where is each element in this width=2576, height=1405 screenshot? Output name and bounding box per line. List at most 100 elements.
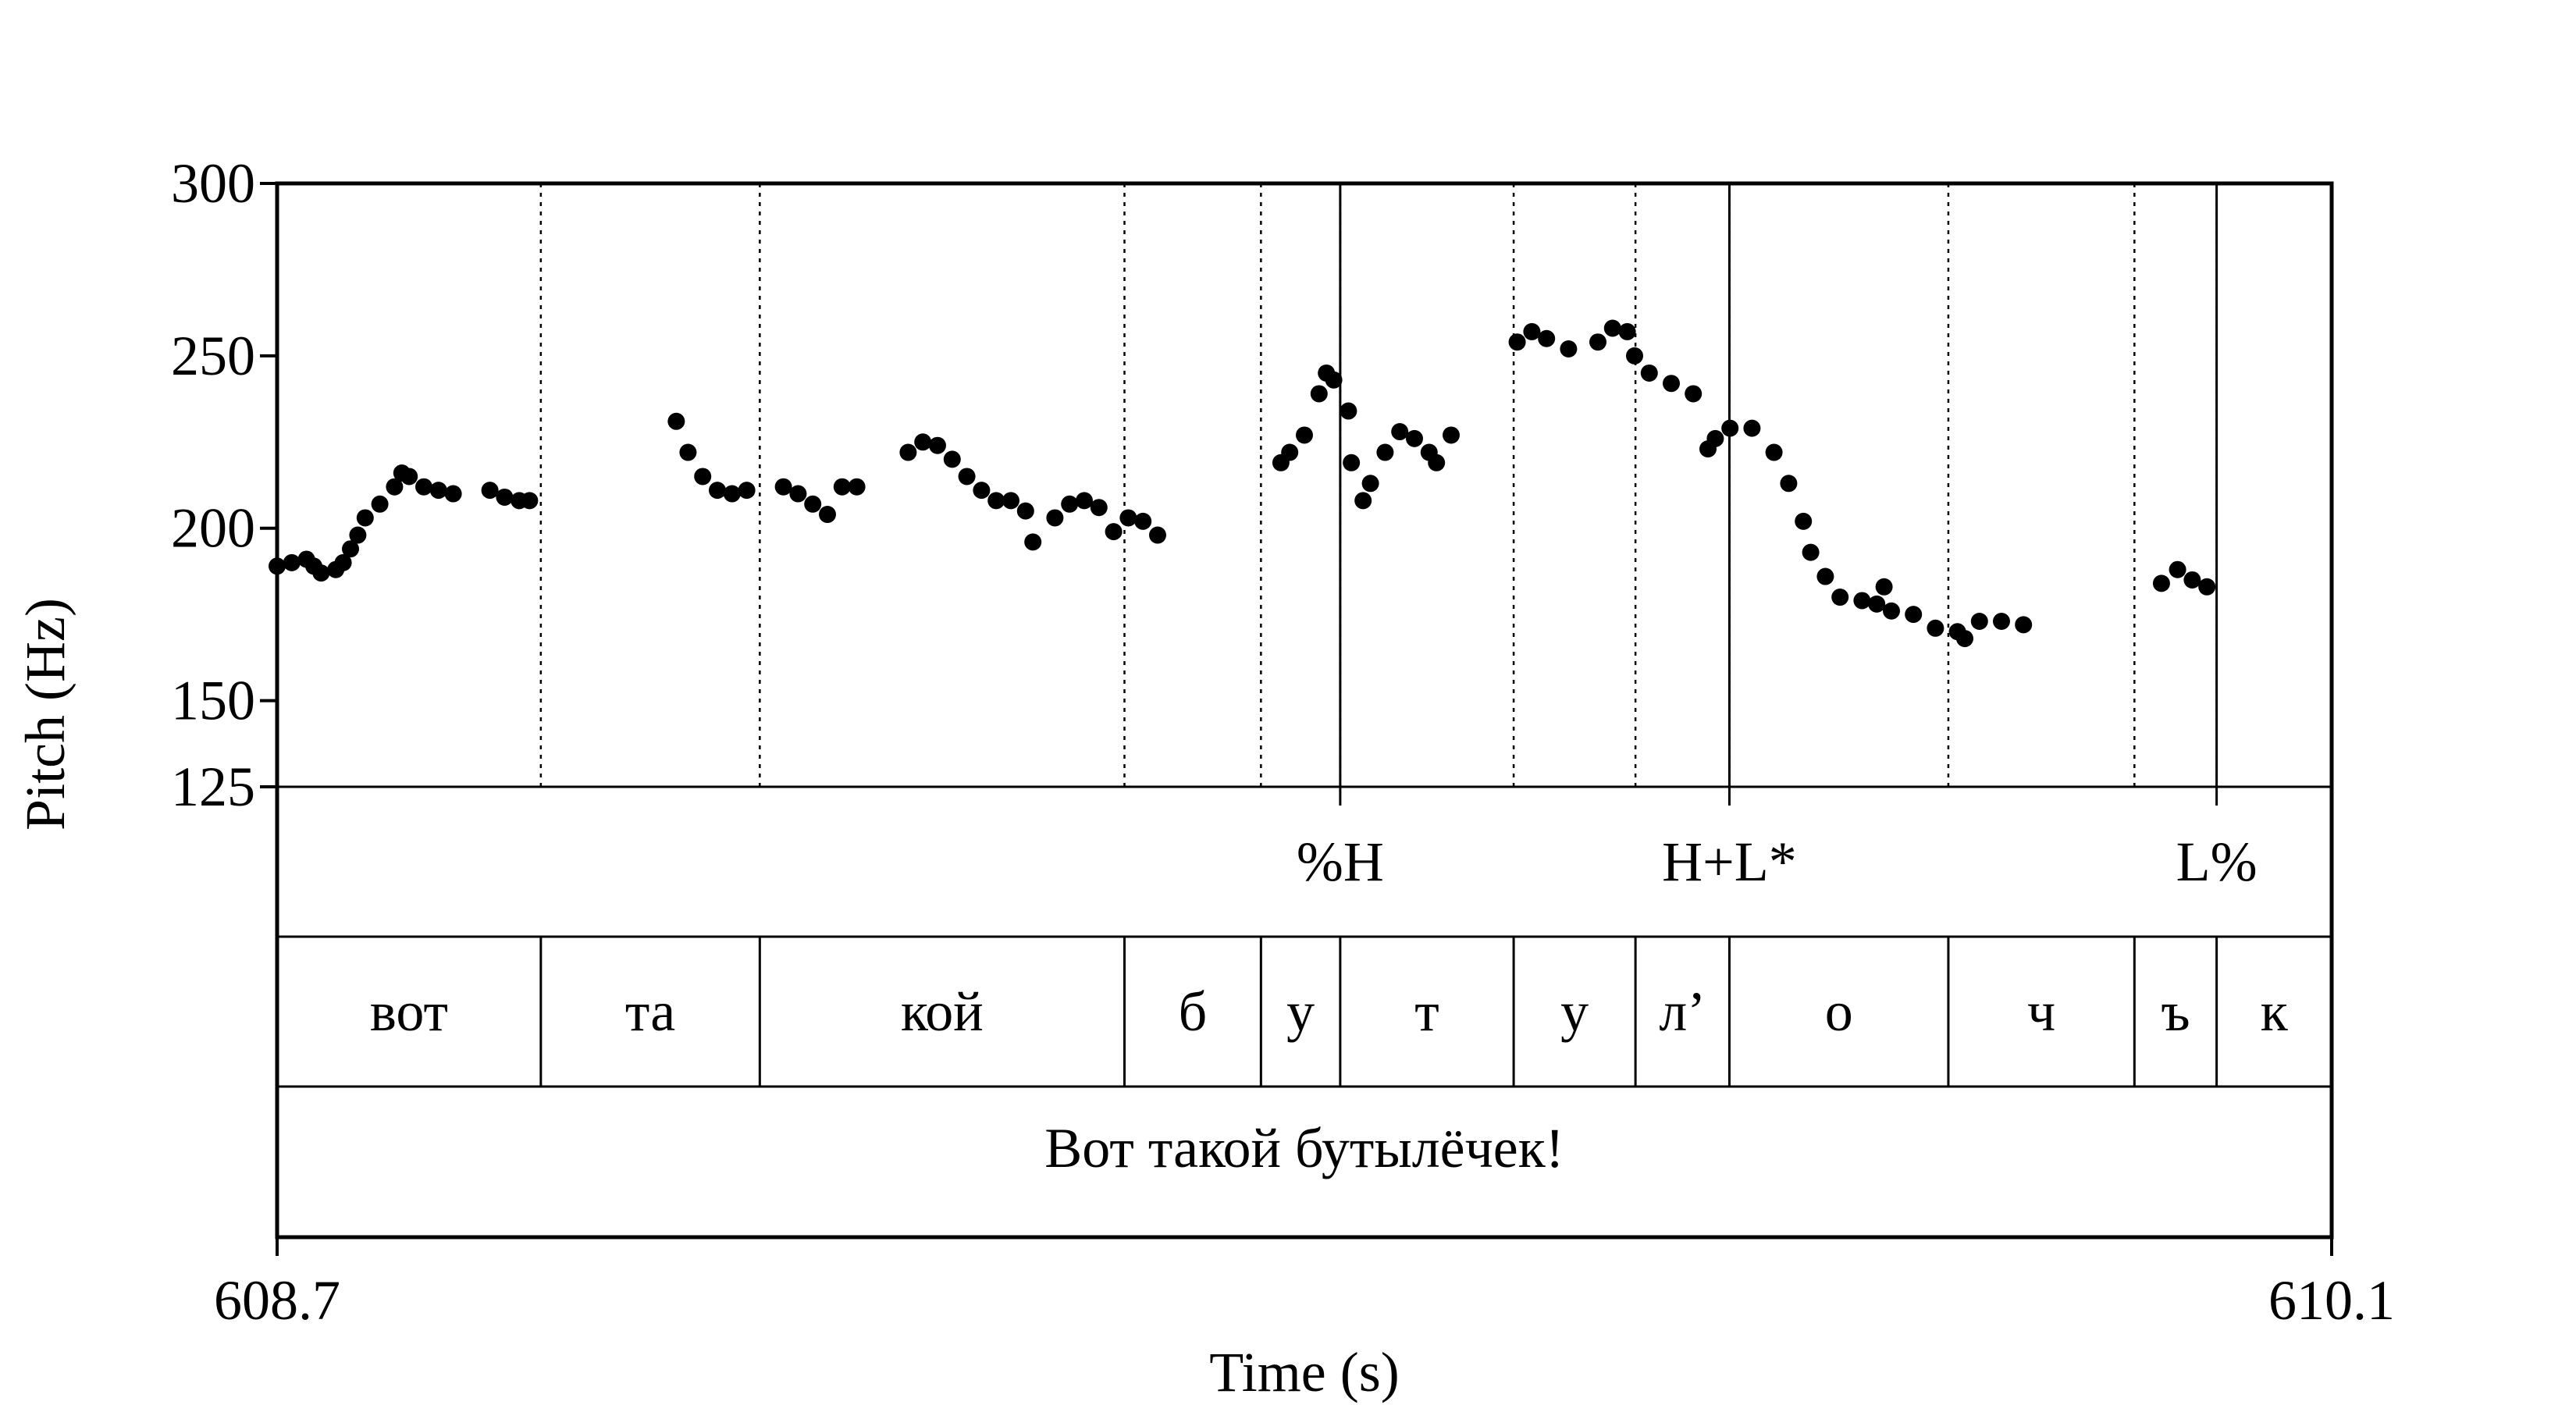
segment-label: у <box>1286 980 1315 1043</box>
pitch-point <box>342 540 359 558</box>
plot-frames <box>275 181 2334 1240</box>
pitch-point <box>386 478 404 496</box>
pitch-point <box>1119 509 1137 527</box>
segment-label: л’ <box>1659 980 1706 1043</box>
segment-label: о <box>1825 980 1853 1043</box>
pitch-point <box>1340 402 1357 420</box>
pitch-point <box>914 433 932 451</box>
utterance-text: Вот такой бутылёчек! <box>1044 1117 1564 1179</box>
pitch-point <box>283 553 301 571</box>
y-axis-label: Pitch (Hz) <box>14 598 76 831</box>
pitch-point <box>899 443 917 461</box>
pitch-point <box>1640 364 1658 382</box>
pitch-point <box>496 488 514 506</box>
pitch-point <box>334 553 352 571</box>
tone-label: %H <box>1297 831 1384 893</box>
segment-label: т <box>1414 980 1439 1043</box>
pitch-point <box>1376 443 1394 461</box>
pitch-point <box>1560 340 1578 358</box>
pitch-point <box>1296 426 1313 444</box>
pitch-point <box>1002 492 1019 510</box>
pitch-point <box>2015 616 2033 634</box>
pitch-point <box>400 468 418 486</box>
pitch-point <box>1105 523 1123 541</box>
x-axis-label: Time (s) <box>1209 1341 1399 1403</box>
pitch-point <box>1310 385 1328 403</box>
pitch-point <box>958 468 976 486</box>
segment-tier: вот та кой б у т у л’ о ч ъ к <box>370 980 2289 1043</box>
pitch-point <box>943 450 961 468</box>
y-tick-label: 250 <box>171 325 255 387</box>
segment-label: та <box>625 980 675 1043</box>
pitch-point <box>1090 499 1108 517</box>
pitch-point <box>429 482 447 500</box>
pitch-point <box>1016 502 1034 520</box>
pitch-point <box>1927 619 1944 637</box>
pitch-point <box>1443 426 1460 444</box>
pitch-point <box>1618 322 1636 340</box>
segment-label: к <box>2261 980 2289 1043</box>
pitch-point <box>738 482 756 500</box>
pitch-point <box>312 564 330 582</box>
pitch-point <box>789 485 807 503</box>
pitch-point <box>1831 589 1849 606</box>
pitch-point <box>481 482 499 500</box>
pitch-point <box>415 478 432 496</box>
pitch-point <box>2169 560 2186 578</box>
y-tick-label: 200 <box>171 497 255 560</box>
pitch-point <box>1743 419 1761 437</box>
pitch-point <box>1134 512 1152 530</box>
pitch-point <box>1816 567 1834 585</box>
segment-label: ъ <box>2161 980 2190 1043</box>
pitch-point <box>2183 571 2201 589</box>
segment-label: у <box>1560 980 1589 1043</box>
pitch-point <box>1993 612 2010 630</box>
pitch-point <box>1875 578 1893 596</box>
pitch-point <box>1956 630 1973 648</box>
pitch-point <box>1281 443 1299 461</box>
segment-label: ч <box>2027 980 2055 1043</box>
pitch-point <box>349 526 367 544</box>
pitch-point <box>371 495 389 513</box>
y-axis-ticks: 125 150 200 250 300 <box>171 152 277 818</box>
pitch-point <box>1149 526 1166 544</box>
pitch-point <box>723 485 741 503</box>
pitch-point <box>1076 492 1093 510</box>
pitch-point <box>444 485 462 503</box>
pitch-point <box>804 495 822 513</box>
pitch-point <box>1061 495 1079 513</box>
pitch-point <box>2198 578 2216 596</box>
pitch-point <box>1905 606 1923 624</box>
pitch-point <box>521 492 539 510</box>
y-tick-label: 300 <box>171 152 255 215</box>
y-tick-label: 125 <box>171 756 255 818</box>
pitch-point <box>1685 385 1703 403</box>
pitch-point <box>1391 423 1409 441</box>
pitch-point <box>1802 543 1820 561</box>
pitch-point <box>1354 492 1372 510</box>
pitch-point <box>1428 454 1446 471</box>
segment-label: вот <box>370 980 448 1043</box>
pitch-point <box>1603 319 1621 337</box>
pitch-point <box>987 492 1005 510</box>
pitch-point <box>1883 602 1900 620</box>
x-axis-ticks <box>276 1237 2333 1256</box>
pitch-point <box>1970 612 1988 630</box>
pitch-track-points <box>269 319 2216 648</box>
x-tick-label-start: 608.7 <box>214 1269 340 1332</box>
tone-label: L% <box>2176 831 2258 893</box>
pitch-point <box>774 478 792 496</box>
pitch-point <box>1706 429 1724 447</box>
pitch-point <box>1024 533 1042 551</box>
x-tick-label-end: 610.1 <box>2268 1269 2395 1332</box>
pitch-point <box>1325 371 1343 389</box>
segment-label: б <box>1179 980 1208 1043</box>
pitch-point <box>1508 333 1526 351</box>
pitch-point <box>1780 475 1798 493</box>
plot-frame <box>275 181 2334 1240</box>
pitch-point <box>819 506 836 524</box>
pitch-point <box>694 468 712 486</box>
pitch-point <box>2152 574 2170 592</box>
pitch-point <box>1523 322 1541 340</box>
